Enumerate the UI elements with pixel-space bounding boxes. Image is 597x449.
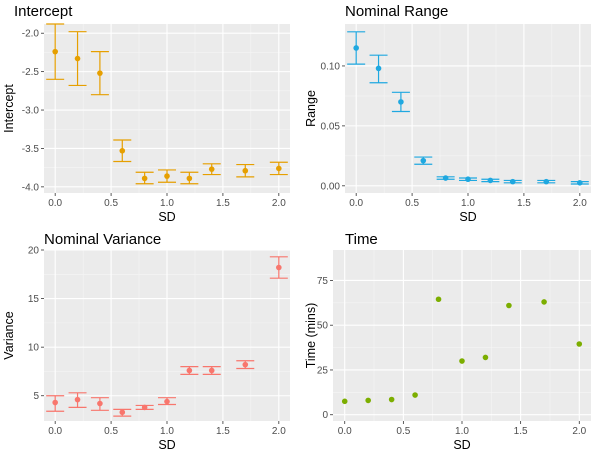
data-point xyxy=(119,147,126,154)
data-point xyxy=(465,176,471,183)
data-point xyxy=(242,167,249,174)
y-tick-label: 0.10 xyxy=(321,61,341,72)
y-tick-label: -4.0 xyxy=(22,182,40,193)
data-point xyxy=(276,264,282,271)
data-point xyxy=(353,45,359,51)
data-point xyxy=(164,398,170,405)
data-point xyxy=(459,358,465,364)
data-point xyxy=(420,157,427,164)
x-tick-label: 2.0 xyxy=(272,426,286,437)
data-point xyxy=(141,175,148,182)
data-point xyxy=(577,180,583,186)
data-point xyxy=(442,175,449,181)
data-point xyxy=(97,400,103,407)
data-point xyxy=(74,55,81,62)
data-point xyxy=(141,404,148,411)
y-axis-label: Intercept xyxy=(2,84,16,133)
x-tick-label: 1.0 xyxy=(160,198,174,209)
data-point xyxy=(509,178,516,185)
data-point xyxy=(164,173,170,179)
data-point xyxy=(365,397,371,404)
x-tick-label: 2.0 xyxy=(573,198,587,209)
x-tick-label: 0.0 xyxy=(338,426,352,437)
data-point xyxy=(341,398,348,405)
data-point xyxy=(487,177,494,184)
data-point xyxy=(186,175,193,182)
panel-nominal-range: 0.0 0.5 1.0 1.5 2.0 0.00 0.05 0.10 Nominal Range… xyxy=(304,3,591,224)
y-tick-label: -3.0 xyxy=(22,106,40,117)
data-point xyxy=(388,396,395,403)
y-axis-label: Range xyxy=(304,90,318,127)
data-point xyxy=(375,65,382,72)
data-point xyxy=(119,409,126,416)
panel-nominal-variance: 0.0 0.5 1.0 1.5 2.0 5 10 15 20 Nominal Variance SD… xyxy=(2,231,290,449)
x-tick-label: 1.5 xyxy=(517,198,531,209)
x-tick-label: 0.5 xyxy=(104,426,118,437)
x-tick-label: 0.5 xyxy=(396,426,410,437)
y-tick-label: 75 xyxy=(317,276,329,287)
x-tick-label: 1.0 xyxy=(461,198,475,209)
panel-title: Nominal Range xyxy=(345,3,448,20)
panel-title: Time xyxy=(345,231,378,248)
x-tick-label: 2.0 xyxy=(272,198,286,209)
data-point xyxy=(435,296,442,303)
data-point xyxy=(74,396,81,403)
data-point xyxy=(186,367,193,374)
data-point xyxy=(276,165,282,172)
data-point xyxy=(482,354,489,361)
data-point xyxy=(97,70,103,76)
x-tick-label: 1.0 xyxy=(160,426,174,437)
x-tick-label: 0.0 xyxy=(48,426,62,437)
y-tick-label: 0 xyxy=(322,410,328,421)
y-tick-label: -2.0 xyxy=(22,29,40,40)
y-tick-label: 20 xyxy=(28,246,40,257)
panel-title: Intercept xyxy=(14,3,73,20)
data-point xyxy=(543,178,550,185)
data-point xyxy=(576,341,583,347)
data-point xyxy=(506,302,512,309)
y-tick-label: 5 xyxy=(33,391,39,402)
y-tick-label: 0.00 xyxy=(321,181,341,192)
data-point xyxy=(412,392,418,398)
x-tick-label: 0.0 xyxy=(349,198,363,209)
y-tick-label: 50 xyxy=(317,321,329,332)
x-axis-label: SD xyxy=(453,438,470,449)
data-point xyxy=(52,48,58,55)
x-tick-label: 0.0 xyxy=(48,198,62,209)
panel-title: Nominal Variance xyxy=(44,231,161,248)
y-tick-label: -3.5 xyxy=(22,144,40,155)
x-tick-label: 1.5 xyxy=(514,426,528,437)
panel-intercept: 0.0 0.5 1.0 1.5 2.0 -2.0 -2.5 -3.0 -3.5 -4.0 Inter… xyxy=(2,3,290,224)
data-point xyxy=(52,399,58,406)
data-point xyxy=(208,166,215,172)
y-axis-label: Variance xyxy=(2,311,16,359)
data-point xyxy=(242,361,249,368)
y-tick-label: 10 xyxy=(28,343,40,354)
data-point xyxy=(541,299,547,305)
y-tick-label: -2.5 xyxy=(22,67,40,78)
x-tick-label: 1.5 xyxy=(216,426,230,437)
data-point xyxy=(208,367,215,374)
y-tick-label: 0.05 xyxy=(321,121,341,132)
data-point xyxy=(398,99,404,105)
x-tick-label: 0.5 xyxy=(104,198,118,209)
x-axis-label: SD xyxy=(158,438,175,449)
x-tick-label: 1.5 xyxy=(216,198,230,209)
x-axis-label: SD xyxy=(158,210,175,224)
x-axis-label: SD xyxy=(459,210,476,224)
y-axis-label: Time (mins) xyxy=(304,303,318,369)
panel-time: 0.0 0.5 1.0 1.5 2.0 0 25 50 75 Time SD Time (mins) xyxy=(304,231,591,449)
x-tick-label: 2.0 xyxy=(572,426,586,437)
y-tick-label: 25 xyxy=(317,365,329,376)
x-tick-label: 1.0 xyxy=(455,426,469,437)
x-tick-label: 0.5 xyxy=(405,198,419,209)
y-tick-label: 15 xyxy=(28,294,40,305)
